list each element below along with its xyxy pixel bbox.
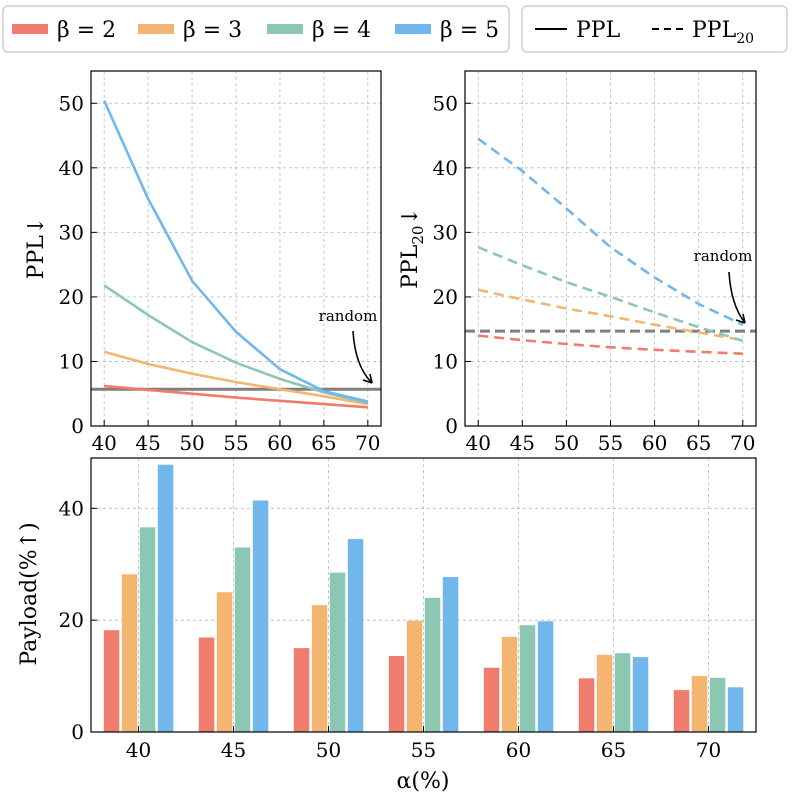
payload-bar — [673, 690, 690, 732]
payload-bar — [596, 654, 613, 732]
beta-legend-swatch — [267, 24, 303, 34]
ppl20-ylabel: PPL20↓ — [398, 207, 427, 289]
payload-ytick-label: 0 — [71, 720, 84, 744]
payload-bar — [329, 572, 346, 732]
ppl20-ytick-label: 10 — [433, 349, 458, 373]
payload-bar — [537, 621, 554, 732]
ppl-random-annotation: random — [319, 307, 378, 384]
payload-bar — [614, 653, 631, 732]
payload-bar — [424, 597, 441, 732]
beta-legend: β = 2 β = 3 β = 4 β = 5 — [2, 5, 510, 53]
ppl20-random-label: random — [694, 247, 753, 265]
payload-ylabel: Payload(%↑) — [17, 522, 42, 665]
beta-legend-label: β = 3 — [183, 18, 242, 43]
beta-legend-swatch — [12, 24, 48, 34]
payload-xtick-label: 60 — [506, 738, 531, 762]
ppl-ytick-label: 0 — [71, 414, 84, 438]
payload-bar — [157, 464, 174, 732]
payload-bar — [252, 500, 269, 732]
ppl20-series-line — [477, 288, 744, 342]
payload-bar — [442, 577, 459, 732]
ppl-ytick-label: 10 — [59, 349, 84, 373]
payload-bar — [727, 687, 744, 732]
payload-xtick-label: 40 — [126, 738, 151, 762]
payload-chart: 40 45 50 55 60 65 70 0 20 40 Payload(%↑) — [17, 457, 757, 762]
ppl20-xtick-label: 65 — [686, 431, 711, 455]
beta-legend-swatch — [138, 24, 174, 34]
payload-bar — [216, 592, 233, 732]
ppl-random-label: random — [319, 307, 378, 325]
ppl-xtick-label: 50 — [179, 431, 204, 455]
style-legend-solid-label: PPL — [576, 18, 621, 43]
beta-legend-swatch — [395, 24, 431, 34]
payload-bar — [121, 574, 138, 732]
ppl-xtick-label: 65 — [311, 431, 336, 455]
ppl-series-line — [104, 384, 368, 409]
payload-frame — [90, 457, 757, 733]
payload-bar — [578, 678, 595, 732]
ppl20-random-annotation: random — [694, 247, 753, 324]
ppl20-ytick-label: 40 — [433, 156, 458, 180]
payload-bar — [347, 539, 364, 732]
x-axis-label: α(%) — [397, 769, 450, 794]
style-legend-dashed-label: PPL20 — [692, 18, 754, 47]
payload-xtick-label: 55 — [411, 738, 436, 762]
payload-ytick-label: 40 — [59, 496, 84, 520]
ppl20-xtick-label: 60 — [642, 431, 667, 455]
ppl20-series-line — [477, 137, 744, 326]
ppl-xtick-label: 45 — [135, 431, 160, 455]
payload-xtick-label: 50 — [316, 738, 341, 762]
ppl20-ytick-label: 0 — [445, 414, 458, 438]
payload-bar — [632, 657, 649, 732]
ppl20-ytick-label: 30 — [433, 220, 458, 244]
ppl20-ytick-label: 50 — [433, 91, 458, 115]
payload-bar — [519, 625, 536, 732]
payload-bar — [311, 605, 328, 732]
payload-bar — [139, 527, 156, 732]
payload-bar — [293, 648, 310, 732]
payload-bar — [406, 620, 423, 732]
payload-bar — [198, 637, 215, 732]
ppl20-xtick-label: 45 — [510, 431, 535, 455]
payload-bar — [691, 676, 708, 732]
payload-xtick-label: 70 — [696, 738, 721, 762]
payload-xtick-label: 65 — [601, 738, 626, 762]
ppl-xtick-label: 60 — [267, 431, 292, 455]
ppl-chart: 40 45 50 55 60 65 70 0 10 20 30 40 50 PPL↓ random — [24, 70, 382, 455]
payload-bar — [234, 547, 251, 732]
ppl20-chart: 40 45 50 55 60 65 70 0 10 20 30 40 50 PPL20↓ random — [398, 70, 757, 455]
ppl20-xtick-label: 40 — [466, 431, 491, 455]
payload-bar — [483, 667, 500, 732]
beta-legend-label: β = 5 — [440, 18, 499, 43]
beta-legend-label: β = 2 — [57, 18, 116, 43]
ppl20-xtick-label: 55 — [598, 431, 623, 455]
ppl20-xtick-label: 70 — [730, 431, 755, 455]
payload-bar — [388, 656, 405, 732]
ppl-ylabel: PPL↓ — [24, 217, 49, 280]
payload-bar — [501, 636, 518, 732]
ppl-xtick-label: 70 — [355, 431, 380, 455]
ppl20-series-line — [478, 334, 743, 355]
payload-xtick-label: 45 — [221, 738, 246, 762]
ppl-xtick-label: 40 — [91, 431, 116, 455]
ppl20-ytick-label: 20 — [433, 285, 458, 309]
beta-legend-label: β = 4 — [312, 18, 371, 43]
ppl-ytick-label: 20 — [59, 285, 84, 309]
ppl-ytick-label: 40 — [59, 156, 84, 180]
payload-bar — [709, 677, 726, 732]
ppl-ytick-label: 30 — [59, 220, 84, 244]
ppl-series-line — [103, 350, 369, 406]
payload-bar — [103, 630, 120, 732]
ppl-ytick-label: 50 — [59, 91, 84, 115]
ppl-series-line — [103, 100, 369, 403]
style-legend: PPL PPL20 — [521, 5, 788, 53]
ppl20-xtick-label: 50 — [554, 431, 579, 455]
ppl-xtick-label: 55 — [223, 431, 248, 455]
payload-ytick-label: 20 — [59, 608, 84, 632]
